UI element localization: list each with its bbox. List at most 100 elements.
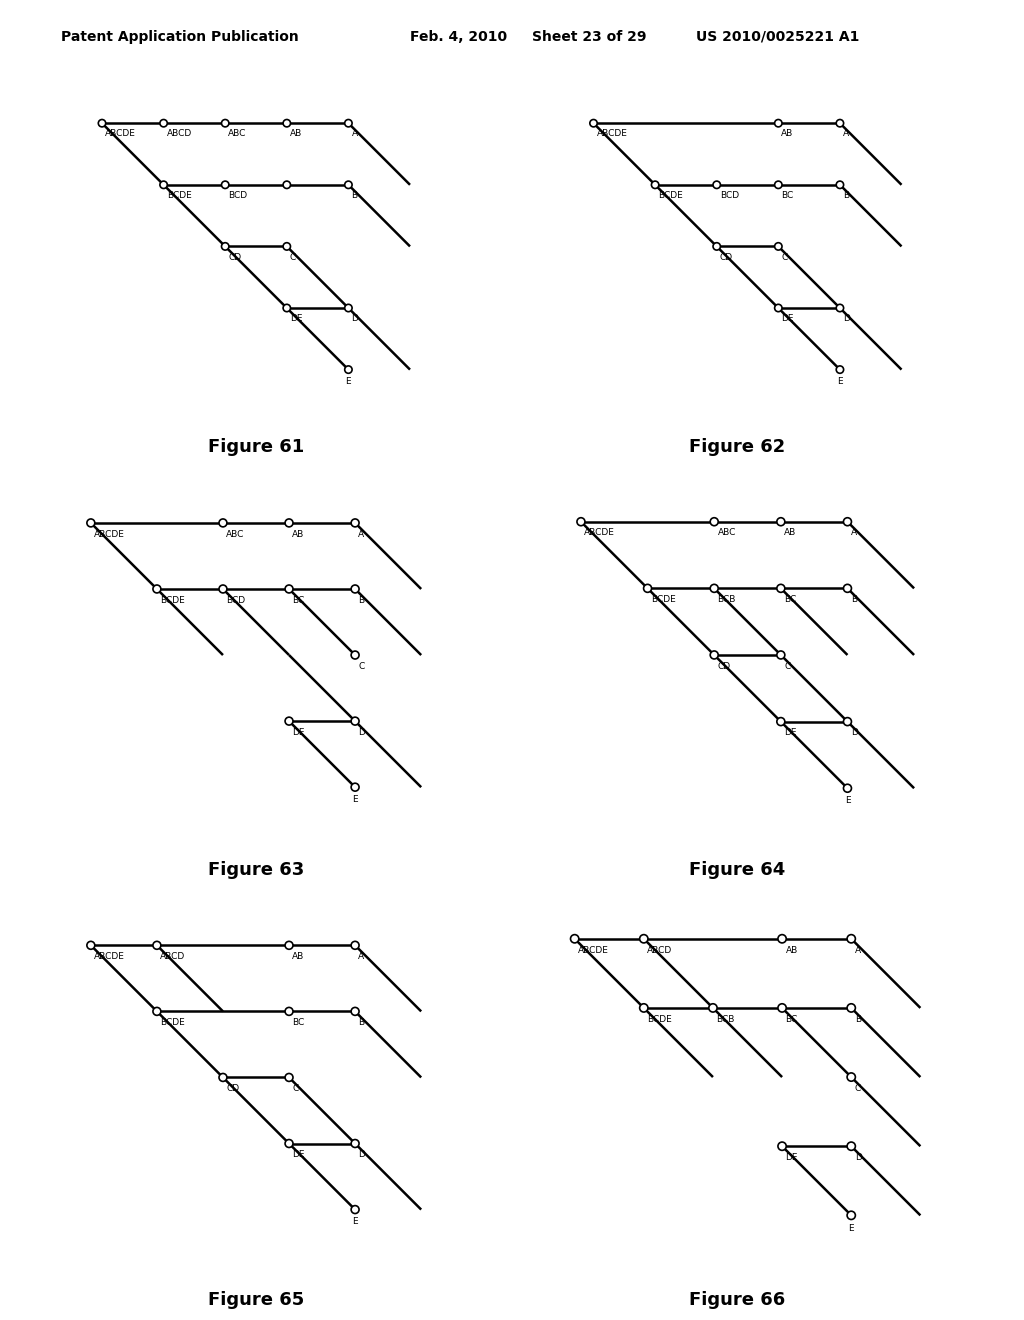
Text: E: E bbox=[352, 795, 358, 804]
Text: AB: AB bbox=[292, 529, 304, 539]
Text: CD: CD bbox=[226, 1084, 240, 1093]
Text: BCDE: BCDE bbox=[160, 595, 185, 605]
Text: ABC: ABC bbox=[718, 528, 736, 537]
Circle shape bbox=[643, 585, 651, 593]
Text: Figure 61: Figure 61 bbox=[208, 438, 304, 457]
Text: E: E bbox=[845, 796, 850, 805]
Text: US 2010/0025221 A1: US 2010/0025221 A1 bbox=[696, 30, 860, 44]
Circle shape bbox=[778, 1003, 786, 1012]
Text: AB: AB bbox=[785, 945, 798, 954]
Text: ABCDE: ABCDE bbox=[94, 952, 125, 961]
Circle shape bbox=[345, 181, 352, 189]
Circle shape bbox=[711, 585, 718, 593]
Circle shape bbox=[219, 519, 227, 527]
Circle shape bbox=[844, 718, 852, 726]
Text: Figure 65: Figure 65 bbox=[208, 1291, 304, 1309]
Text: Figure 66: Figure 66 bbox=[689, 1291, 785, 1309]
Circle shape bbox=[711, 651, 718, 659]
Circle shape bbox=[153, 585, 161, 593]
Circle shape bbox=[837, 120, 844, 127]
Text: BC: BC bbox=[292, 595, 304, 605]
Text: D: D bbox=[843, 314, 850, 323]
Text: CD: CD bbox=[718, 661, 731, 671]
Text: E: E bbox=[837, 378, 843, 385]
Text: A: A bbox=[855, 945, 861, 954]
Circle shape bbox=[87, 519, 95, 527]
Text: BCDE: BCDE bbox=[160, 1018, 185, 1027]
Text: C: C bbox=[781, 252, 787, 261]
Text: BCDE: BCDE bbox=[647, 1015, 672, 1024]
Circle shape bbox=[847, 1212, 855, 1220]
Text: B: B bbox=[358, 1018, 365, 1027]
Circle shape bbox=[351, 519, 359, 527]
Text: BCD: BCD bbox=[226, 595, 246, 605]
Circle shape bbox=[837, 366, 844, 374]
Circle shape bbox=[837, 305, 844, 312]
Text: A: A bbox=[358, 952, 365, 961]
Circle shape bbox=[285, 519, 293, 527]
Text: C: C bbox=[784, 661, 791, 671]
Circle shape bbox=[351, 1205, 359, 1213]
Circle shape bbox=[285, 1139, 293, 1147]
Circle shape bbox=[153, 1007, 161, 1015]
Text: DE: DE bbox=[781, 314, 794, 323]
Text: BCDE: BCDE bbox=[658, 191, 683, 199]
Text: ABCD: ABCD bbox=[160, 952, 185, 961]
Circle shape bbox=[285, 585, 293, 593]
Circle shape bbox=[153, 941, 161, 949]
Circle shape bbox=[219, 1073, 227, 1081]
Circle shape bbox=[709, 1003, 717, 1012]
Text: ABCDE: ABCDE bbox=[585, 528, 615, 537]
Text: D: D bbox=[358, 727, 366, 737]
Text: E: E bbox=[849, 1224, 854, 1233]
Text: Figure 63: Figure 63 bbox=[208, 861, 304, 879]
Text: BC: BC bbox=[292, 1018, 304, 1027]
Text: DE: DE bbox=[292, 727, 305, 737]
Text: BCDE: BCDE bbox=[167, 191, 191, 199]
Circle shape bbox=[283, 243, 291, 249]
Circle shape bbox=[345, 120, 352, 127]
Text: ABCDE: ABCDE bbox=[105, 129, 136, 139]
Text: ABC: ABC bbox=[228, 129, 247, 139]
Text: E: E bbox=[352, 1217, 358, 1226]
Text: D: D bbox=[855, 1154, 861, 1162]
Circle shape bbox=[774, 120, 782, 127]
Text: B: B bbox=[855, 1015, 861, 1024]
Circle shape bbox=[221, 243, 229, 249]
Circle shape bbox=[774, 181, 782, 189]
Text: BCD: BCD bbox=[228, 191, 248, 199]
Text: C: C bbox=[290, 252, 296, 261]
Text: ABCDE: ABCDE bbox=[579, 945, 609, 954]
Circle shape bbox=[351, 783, 359, 791]
Circle shape bbox=[640, 1003, 648, 1012]
Circle shape bbox=[577, 517, 585, 525]
Circle shape bbox=[774, 243, 782, 249]
Circle shape bbox=[651, 181, 658, 189]
Circle shape bbox=[847, 1142, 855, 1150]
Circle shape bbox=[351, 941, 359, 949]
Text: BCD: BCD bbox=[720, 191, 739, 199]
Circle shape bbox=[283, 305, 291, 312]
Text: ABCD: ABCD bbox=[647, 945, 673, 954]
Circle shape bbox=[285, 941, 293, 949]
Text: C: C bbox=[292, 1084, 299, 1093]
Circle shape bbox=[837, 181, 844, 189]
Text: ABCD: ABCD bbox=[167, 129, 191, 139]
Text: C: C bbox=[358, 661, 365, 671]
Circle shape bbox=[98, 120, 105, 127]
Circle shape bbox=[713, 243, 721, 249]
Circle shape bbox=[844, 784, 852, 792]
Circle shape bbox=[285, 717, 293, 725]
Circle shape bbox=[283, 181, 291, 189]
Text: A: A bbox=[351, 129, 357, 139]
Text: Patent Application Publication: Patent Application Publication bbox=[61, 30, 299, 44]
Text: BC: BC bbox=[784, 595, 797, 605]
Text: B: B bbox=[843, 191, 849, 199]
Text: B: B bbox=[351, 191, 357, 199]
Text: D: D bbox=[358, 1150, 366, 1159]
Circle shape bbox=[847, 935, 855, 942]
Text: DE: DE bbox=[785, 1154, 798, 1162]
Circle shape bbox=[345, 366, 352, 374]
Text: BCB: BCB bbox=[718, 595, 736, 605]
Circle shape bbox=[283, 120, 291, 127]
